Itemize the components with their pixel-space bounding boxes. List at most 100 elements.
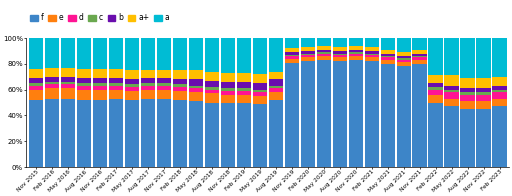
Bar [157, 70, 171, 78]
Bar [157, 78, 171, 83]
Bar [188, 70, 203, 79]
Bar [460, 95, 475, 101]
Bar [333, 38, 347, 47]
Bar [493, 90, 507, 92]
Bar [221, 38, 235, 73]
Bar [460, 78, 475, 88]
Bar [61, 84, 75, 88]
Bar [157, 38, 171, 70]
Bar [493, 86, 507, 90]
Bar [173, 84, 187, 87]
Bar [365, 51, 379, 54]
Bar [413, 50, 427, 54]
Bar [141, 38, 155, 70]
Bar [205, 87, 219, 90]
Bar [460, 101, 475, 109]
Bar [316, 52, 331, 54]
Bar [252, 90, 267, 92]
Bar [477, 78, 491, 88]
Bar [380, 50, 395, 54]
Bar [413, 38, 427, 50]
Bar [316, 60, 331, 167]
Bar [205, 103, 219, 167]
Bar [429, 103, 443, 167]
Bar [141, 86, 155, 90]
Bar [444, 86, 459, 90]
Bar [77, 86, 91, 90]
Bar [157, 99, 171, 167]
Bar [285, 63, 299, 167]
Bar [157, 90, 171, 99]
Bar [188, 86, 203, 88]
Bar [77, 78, 91, 83]
Bar [429, 90, 443, 95]
Bar [301, 47, 315, 51]
Bar [413, 57, 427, 60]
Bar [173, 91, 187, 100]
Bar [109, 90, 123, 99]
Bar [173, 79, 187, 84]
Bar [252, 74, 267, 83]
Bar [221, 95, 235, 103]
Bar [380, 54, 395, 56]
Bar [188, 101, 203, 167]
Bar [109, 99, 123, 167]
Bar [125, 91, 139, 100]
Bar [45, 88, 59, 99]
Bar [252, 104, 267, 167]
Bar [365, 57, 379, 61]
Bar [269, 88, 283, 92]
Bar [125, 38, 139, 70]
Bar [365, 61, 379, 167]
Bar [380, 64, 395, 167]
Bar [349, 50, 363, 52]
Bar [45, 99, 59, 167]
Bar [477, 95, 491, 101]
Bar [285, 56, 299, 59]
Bar [125, 87, 139, 91]
Bar [252, 92, 267, 96]
Bar [77, 83, 91, 86]
Bar [365, 38, 379, 47]
Legend: f, e, d, c, b, a+, a: f, e, d, c, b, a+, a [30, 14, 169, 23]
Bar [237, 38, 251, 73]
Bar [29, 69, 43, 78]
Bar [349, 54, 363, 56]
Bar [365, 47, 379, 51]
Bar [269, 38, 283, 72]
Bar [237, 103, 251, 167]
Bar [125, 84, 139, 87]
Bar [188, 38, 203, 70]
Bar [380, 38, 395, 50]
Bar [460, 88, 475, 92]
Bar [29, 100, 43, 167]
Bar [109, 83, 123, 86]
Bar [316, 56, 331, 60]
Bar [349, 56, 363, 60]
Bar [141, 83, 155, 86]
Bar [221, 88, 235, 91]
Bar [237, 82, 251, 88]
Bar [380, 60, 395, 64]
Bar [93, 100, 107, 167]
Bar [493, 99, 507, 106]
Bar [61, 38, 75, 68]
Bar [77, 69, 91, 78]
Bar [396, 66, 411, 167]
Bar [396, 60, 411, 62]
Bar [221, 82, 235, 88]
Bar [477, 109, 491, 167]
Bar [205, 72, 219, 81]
Bar [349, 52, 363, 54]
Bar [221, 91, 235, 95]
Bar [285, 55, 299, 56]
Bar [157, 86, 171, 90]
Bar [444, 90, 459, 92]
Bar [93, 90, 107, 100]
Bar [252, 83, 267, 90]
Bar [460, 109, 475, 167]
Bar [93, 86, 107, 90]
Bar [365, 54, 379, 55]
Bar [444, 38, 459, 75]
Bar [285, 59, 299, 63]
